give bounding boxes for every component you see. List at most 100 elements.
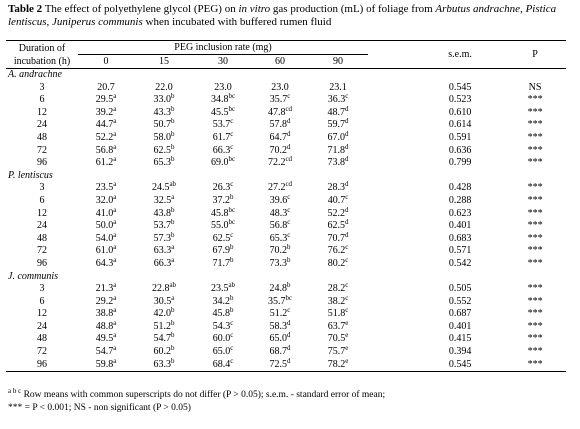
value: 38.2 [327, 295, 346, 307]
value: 62.5 [212, 232, 231, 244]
sem-header: s.e.m. [416, 40, 505, 69]
superscript: b [230, 255, 234, 264]
title-segment: , [520, 3, 526, 15]
superscript: b [230, 243, 234, 252]
value-cell: 45.8bc [194, 205, 252, 221]
value: 59.8 [95, 358, 114, 370]
value-cell: 67.9b [194, 243, 252, 258]
data-row: 24 48.8a 51.2b 54.3c 58.3d 63.7e 0.401 *** [6, 318, 566, 334]
superscript: bc [228, 205, 236, 214]
sem: 0.545 [416, 358, 505, 373]
value-cell: 54.0a [78, 231, 134, 246]
data-row: 72 61.0a 63.3a 67.9b 70.2b 76.2c 0.571 *** [6, 243, 566, 258]
value-cell: 65.0c [194, 345, 252, 359]
superscript: a [113, 255, 117, 264]
value-cell: 24.8b [252, 281, 308, 296]
value: 28.3 [327, 182, 346, 194]
value: 45.8 [212, 308, 231, 320]
duration-header: Duration of incubation (h) [6, 40, 78, 69]
title-segment: when incubated with buffered rumen fluid [142, 16, 332, 28]
superscript: a [113, 331, 117, 340]
value: 23.1 [329, 81, 347, 93]
duration: 48 [37, 131, 47, 143]
value-cell: 39.2a [78, 105, 134, 120]
superscript: c [230, 230, 234, 239]
value: 35.7 [267, 295, 286, 307]
superscript: b [230, 306, 234, 315]
value-cell: 65.0d [252, 331, 308, 346]
value: 37.2 [212, 194, 231, 206]
value-cell: 75.7e [308, 345, 368, 359]
value: 70.5 [327, 333, 346, 345]
superscript: d [287, 331, 291, 340]
title-segment: in vitro [238, 3, 271, 15]
superscript: c [230, 318, 234, 327]
superscript: b [230, 192, 234, 201]
value: 21.3 [95, 283, 114, 295]
p-value: *** [527, 220, 543, 232]
value: 33.0 [153, 94, 172, 106]
value: 53.7 [153, 220, 172, 232]
superscript: a [113, 142, 117, 151]
value: 73.3 [269, 257, 288, 269]
duration: 12 [37, 207, 47, 219]
data-table: Duration of incubation (h) PEG inclusion… [6, 40, 567, 373]
spacer [368, 208, 416, 221]
superscript: c [230, 356, 234, 365]
duration: 96 [37, 157, 47, 169]
superscript: ab [169, 180, 177, 189]
superscript: a [171, 192, 175, 201]
value: 52.2 [95, 131, 114, 143]
data-row: 72 56.8a 62.5b 66.3c 70.2d 71.8d 0.636 *** [6, 142, 566, 158]
data-row: 12 38.8a 42.0b 45.8b 51.2c 51.8c 0.687 *** [6, 306, 566, 321]
value: 29.2 [95, 295, 114, 307]
duration: 6 [39, 94, 45, 106]
value-cell: 32.5a [134, 192, 194, 208]
superscript: d [287, 142, 291, 151]
value-cell: 40.7c [308, 193, 368, 208]
header-row: Duration of incubation (h) PEG inclusion… [6, 40, 567, 69]
p-value: *** [527, 333, 543, 345]
p-value: *** [527, 182, 543, 194]
value-cell: 59.8a [78, 357, 134, 373]
value-cell: 45.5bc [194, 105, 252, 120]
superscript: a [171, 255, 175, 264]
value-cell: 64.3a [78, 255, 134, 271]
value-cell: 26.3c [194, 181, 252, 195]
value: 57.8 [269, 119, 288, 131]
group-name: P. lentiscus [8, 169, 53, 181]
superscript: c [287, 218, 291, 227]
value: 39.6 [269, 194, 288, 206]
superscript: e [345, 356, 349, 365]
value: 41.0 [95, 207, 114, 219]
value-cell: 50.0a [78, 219, 134, 233]
superscript: bc [228, 218, 236, 227]
level-header: 15 [134, 54, 194, 69]
value-cell: 48.7d [308, 105, 368, 120]
value: 54.3 [212, 320, 231, 332]
value-cell: 44.7a [78, 118, 134, 132]
p-value: *** [527, 257, 543, 269]
value-cell: 30.5a [134, 294, 194, 309]
p-value: *** [527, 144, 543, 156]
value-cell: 56.8a [78, 142, 134, 158]
data-row: 48 49.5a 54.7b 60.0c 65.0d 70.5e 0.415 *** [6, 331, 566, 346]
value: 61.7 [212, 131, 231, 143]
value-cell: 66.3a [134, 255, 194, 271]
value: 67.9 [212, 245, 231, 257]
value-cell: 65.3b [134, 156, 194, 170]
superscript: d [287, 344, 291, 353]
spacer [368, 220, 416, 233]
value-cell: 24.5ab [134, 180, 194, 195]
superscript: b [287, 281, 291, 290]
value: 61.2 [95, 157, 114, 169]
sem: 0.683 [448, 232, 472, 244]
p-value: *** [504, 358, 567, 373]
value: 70.7 [327, 232, 346, 244]
value: 42.0 [153, 308, 172, 320]
title-segment: The effect of polyethylene glycol (PEG) … [42, 3, 239, 15]
value: 26.3 [212, 182, 231, 194]
superscript: b [171, 92, 175, 101]
value: 54.7 [153, 333, 172, 345]
value: 71.7 [212, 257, 231, 269]
